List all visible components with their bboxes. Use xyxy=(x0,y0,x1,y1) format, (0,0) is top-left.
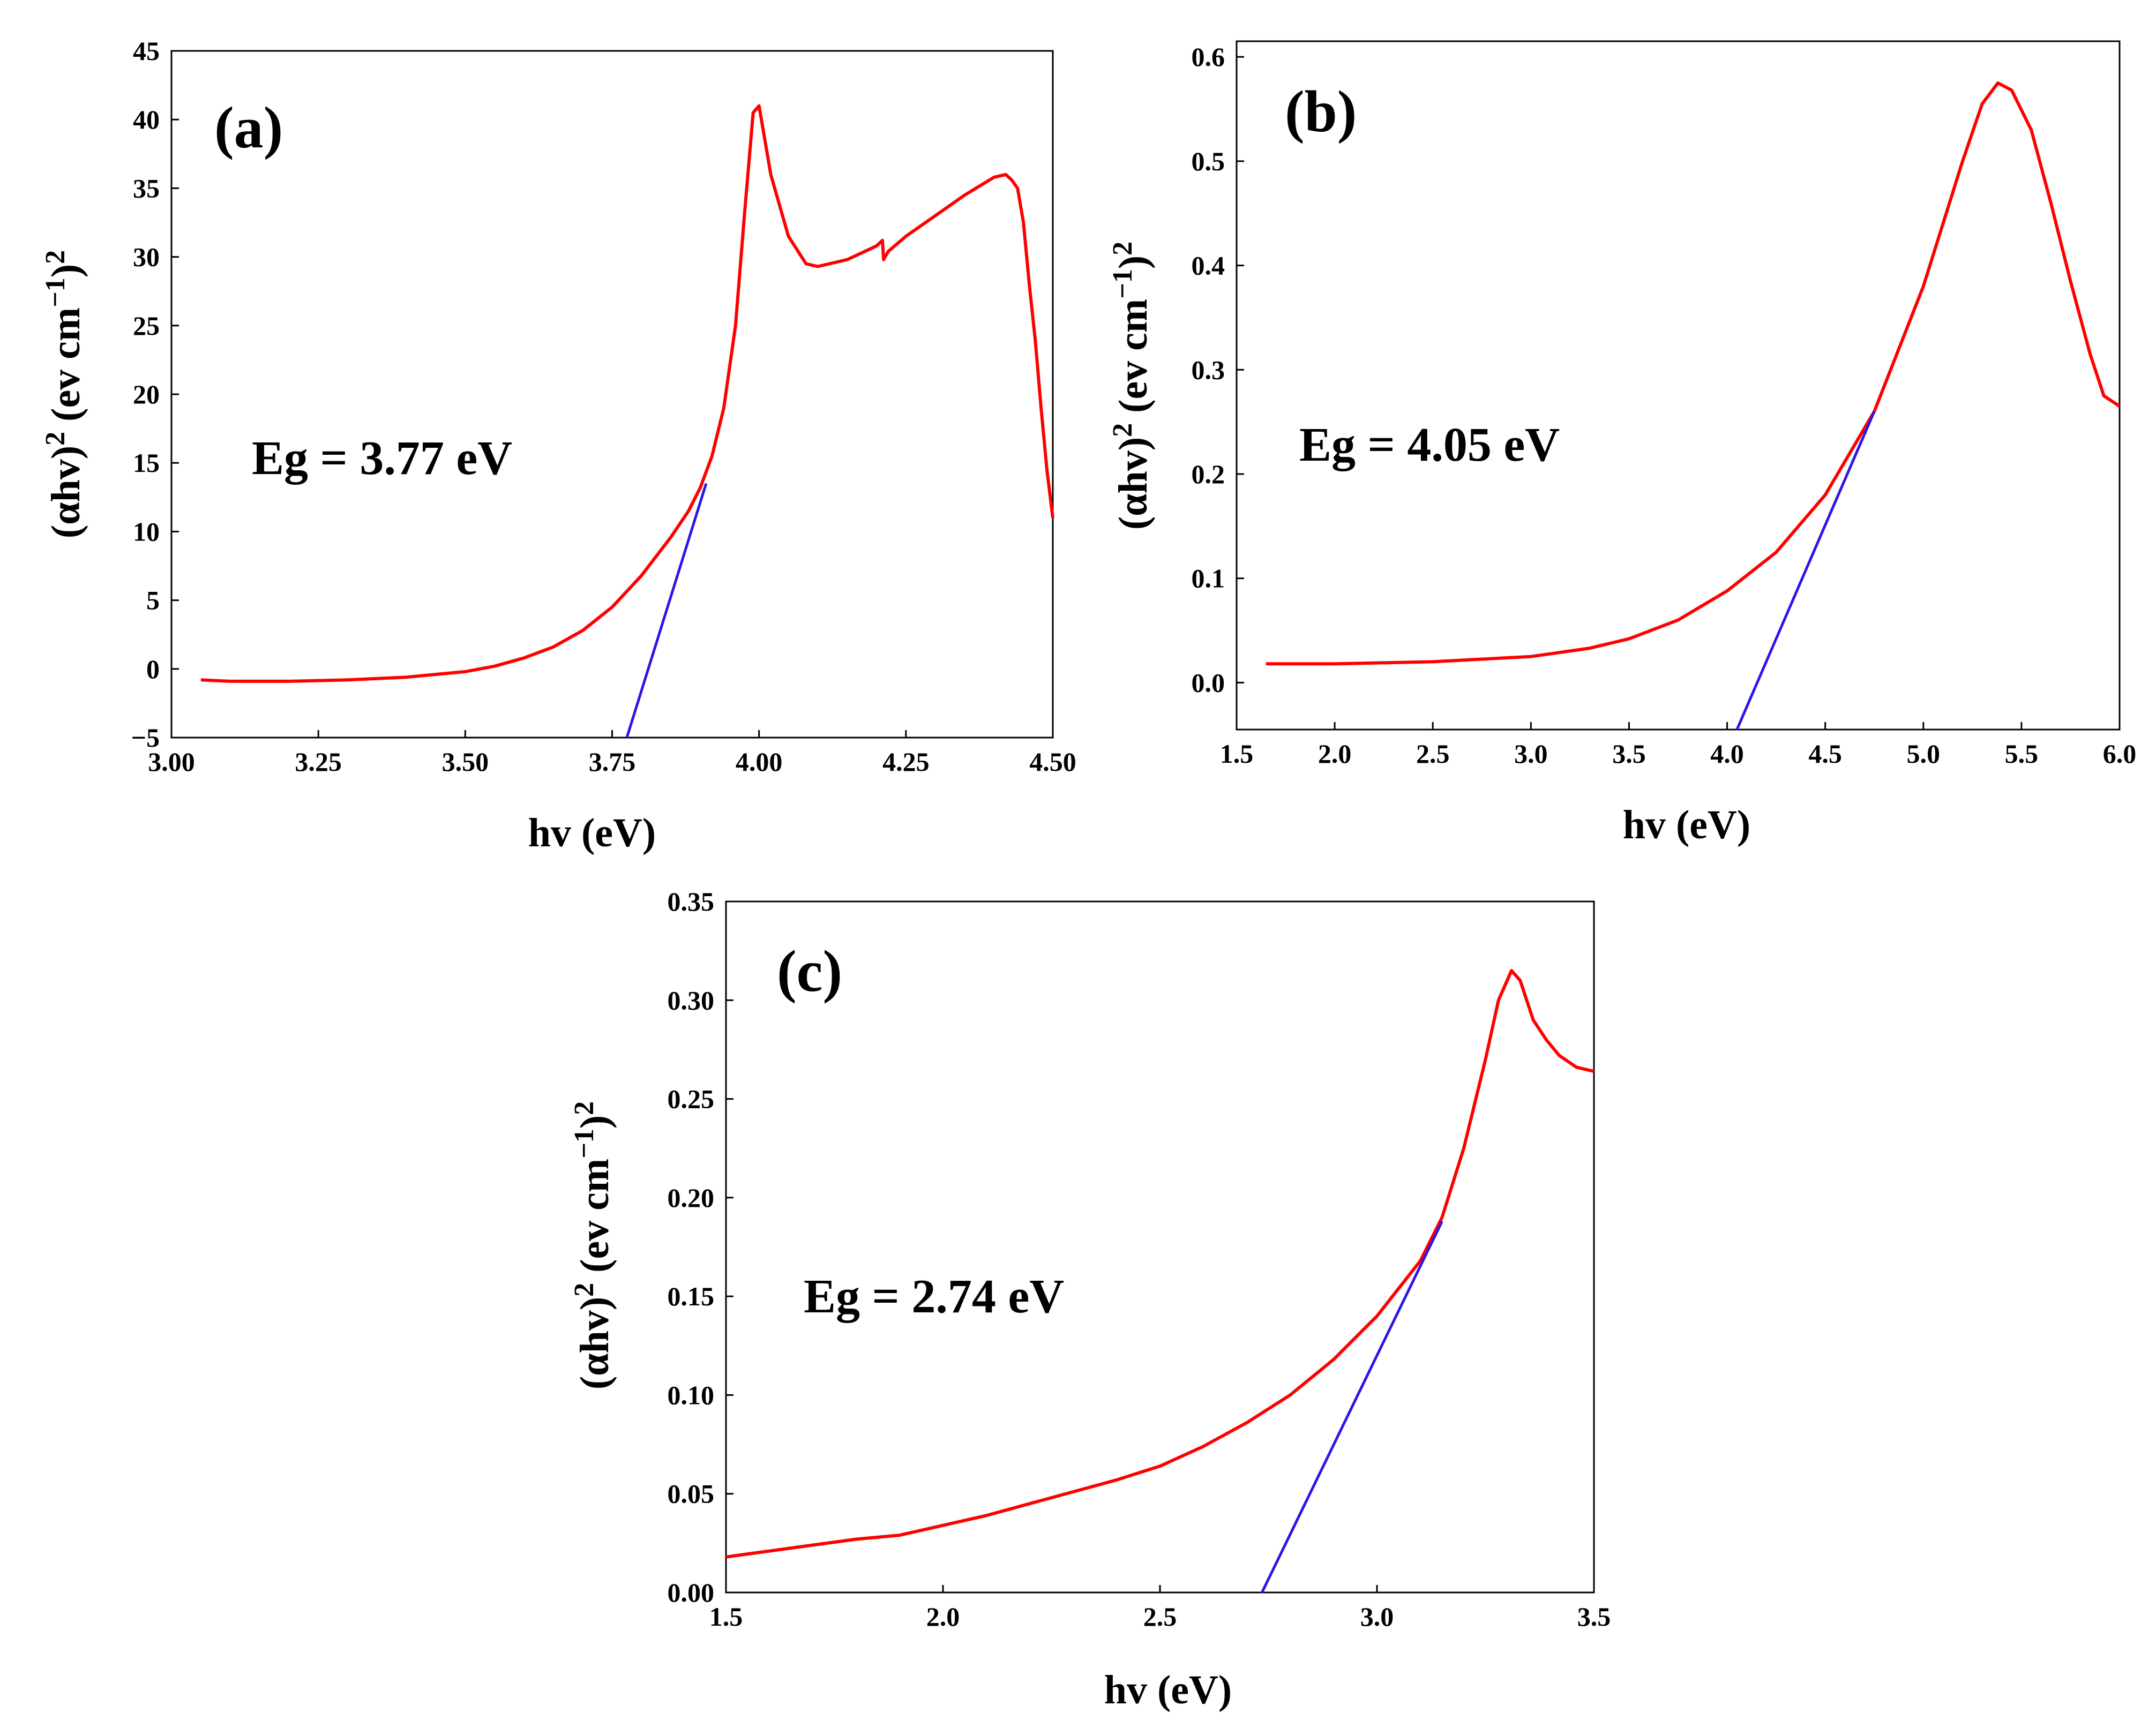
panel-a-marks: 3.00 3.25 3.50 3.75 4.00 4.25 4.50 −5 0 5 10 15 20 25… xyxy=(131,36,1076,777)
panel-b-xlabel: hv (eV) xyxy=(1623,802,1751,847)
panel-c-ytick-label: 0.05 xyxy=(668,1479,715,1509)
panel-a-xtick-label: 3.75 xyxy=(589,747,636,777)
panel-b-xtick-label: 6.0 xyxy=(2103,739,2137,769)
panel-a-annotation: Eg = 3.77 eV xyxy=(252,432,512,485)
panel-b-xtick-label: 2.0 xyxy=(1318,739,1352,769)
panel-c-ytick-label: 0.15 xyxy=(668,1281,715,1311)
panel-a-xtick-label: 4.50 xyxy=(1029,747,1076,777)
panel-b-xtick-label: 3.5 xyxy=(1612,739,1646,769)
panel-c-label: (c) xyxy=(777,938,842,1004)
panel-c-ytick-label: 0.35 xyxy=(668,886,715,916)
panel-a-fit-line xyxy=(625,483,708,738)
panel-a-ytick-label: 25 xyxy=(133,311,160,341)
panel-a-ytick-label: 5 xyxy=(146,585,160,615)
panel-a-ylabel: (αhv)2 (ev cm−1)2 xyxy=(40,250,89,538)
panel-b-annotation: Eg = 4.05 eV xyxy=(1299,418,1560,471)
panel-b-ytick-label: 0.3 xyxy=(1192,355,1225,385)
panel-c-ylabel: (αhv)2 (ev cm−1)2 xyxy=(569,1101,618,1389)
panel-b-xtick-label: 4.0 xyxy=(1710,739,1744,769)
panel-a-ytick-label: 20 xyxy=(133,379,160,409)
panel-a-xtick-label: 3.00 xyxy=(148,747,195,777)
panel-a-xtick-label: 4.25 xyxy=(882,747,930,777)
panel-c-marks: 1.5 2.0 2.5 3.0 3.5 0.00 0.05 0.10 0.15 0.20 0.25 0… xyxy=(668,886,1611,1632)
panel-c-ytick-label: 0.30 xyxy=(668,985,715,1015)
panel-c-fit-line xyxy=(1261,1220,1443,1594)
panel-b-xtick-label: 1.5 xyxy=(1220,739,1254,769)
panel-b-xtick-label: 4.5 xyxy=(1808,739,1842,769)
panel-c-frame xyxy=(725,900,1595,1594)
panel-b-xtick-label: 5.5 xyxy=(2005,739,2039,769)
panel-b-xtick-label: 2.5 xyxy=(1416,739,1450,769)
panel-b-ytick-label: 0.5 xyxy=(1192,146,1225,176)
panel-b-series-line xyxy=(1266,81,2121,666)
panel-c-ytick-label: 0.25 xyxy=(668,1084,715,1114)
panel-c-xlabel: hv (eV) xyxy=(1104,1667,1232,1712)
panel-b-ytick-label: 0.1 xyxy=(1192,564,1225,593)
panel-c-ytick-label: 0.10 xyxy=(668,1380,715,1410)
panel-a-ytick-label: −5 xyxy=(131,723,160,753)
panel-c: 1.5 2.0 2.5 3.0 3.5 0.00 0.05 0.10 0.15 0.20 0.25 0… xyxy=(569,886,1611,1712)
panel-b: 1.5 2.0 2.5 3.0 3.5 4.0 4.5 5.0 5.5 6.0 0.0 0.1 0.2 0… xyxy=(1107,40,2137,847)
panel-b-marks: 1.5 2.0 2.5 3.0 3.5 4.0 4.5 5.0 5.5 6.0 0.0 0.1 0.2 0… xyxy=(1192,42,2137,769)
panel-a: 3.00 3.25 3.50 3.75 4.00 4.25 4.50 −5 0 5 10 15 20 25… xyxy=(40,36,1076,855)
panel-a-ytick-label: 10 xyxy=(133,516,160,546)
panel-c-ytick-label: 0.00 xyxy=(668,1577,715,1607)
panel-a-ytick-label: 0 xyxy=(146,654,160,684)
panel-b-ytick-label: 0.6 xyxy=(1192,42,1225,72)
panel-a-xtick-label: 3.50 xyxy=(442,747,489,777)
panel-b-fit-line xyxy=(1735,411,1876,730)
panel-a-xlabel: hv (eV) xyxy=(528,810,656,855)
panel-a-label: (a) xyxy=(214,95,283,160)
panel-a-ytick-label: 45 xyxy=(133,36,160,66)
panel-b-ytick-label: 0.2 xyxy=(1192,459,1225,489)
panel-c-xtick-label: 1.5 xyxy=(709,1602,743,1632)
panel-b-frame xyxy=(1236,40,2121,731)
panel-c-xtick-label: 3.0 xyxy=(1360,1602,1394,1632)
panel-a-series-line xyxy=(200,104,1054,683)
panel-c-ytick-label: 0.20 xyxy=(668,1183,715,1213)
panel-c-series-line xyxy=(725,969,1594,1559)
panel-b-ytick-label: 0.4 xyxy=(1192,251,1225,281)
panel-a-frame xyxy=(170,50,1054,739)
panel-b-ylabel: (αhv)2 (ev cm−1)2 xyxy=(1107,242,1156,530)
panel-c-xtick-label: 2.0 xyxy=(926,1602,960,1632)
panel-a-ytick-label: 35 xyxy=(133,173,160,203)
panel-c-xtick-label: 3.5 xyxy=(1577,1602,1611,1632)
panel-c-annotation: Eg = 2.74 eV xyxy=(804,1270,1064,1323)
panel-a-xtick-label: 4.00 xyxy=(736,747,783,777)
panel-b-ytick-label: 0.0 xyxy=(1192,667,1225,697)
panel-a-xtick-label: 3.25 xyxy=(295,747,342,777)
panel-a-ytick-label: 30 xyxy=(133,242,160,272)
panel-a-ytick-label: 40 xyxy=(133,104,160,134)
panel-a-ytick-label: 15 xyxy=(133,448,160,478)
panel-c-xtick-label: 2.5 xyxy=(1143,1602,1177,1632)
panel-b-xtick-label: 3.0 xyxy=(1514,739,1548,769)
panel-b-label: (b) xyxy=(1285,79,1357,144)
panel-b-xtick-label: 5.0 xyxy=(1907,739,1941,769)
